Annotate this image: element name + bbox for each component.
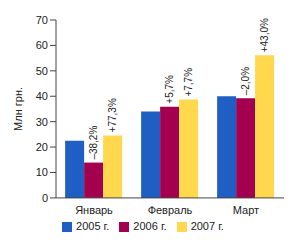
svg-text:0: 0: [42, 192, 48, 204]
svg-text:+77,3%: +77,3%: [107, 98, 118, 132]
html-text:2007 г.: 2007 г.: [190, 219, 224, 232]
html-text:2006 г.: 2006 г.: [133, 219, 167, 232]
svg-text:+43,0%: +43,0%: [259, 18, 270, 52]
svg-text:60: 60: [36, 39, 48, 51]
svg-text:70: 70: [36, 14, 48, 26]
svg-text:10: 10: [36, 166, 48, 178]
svg-text:–2,0%: –2,0%: [240, 67, 251, 95]
svg-text:Млн грн.: Млн грн.: [12, 87, 24, 131]
svg-text:Март: Март: [233, 204, 259, 216]
svg-text:40: 40: [36, 90, 48, 102]
svg-text:20: 20: [36, 141, 48, 153]
svg-text:Февраль: Февраль: [148, 204, 193, 216]
svg-text:30: 30: [36, 116, 48, 128]
svg-text:+5,7%: +5,7%: [164, 75, 175, 104]
svg-text:+7,7%: +7,7%: [183, 68, 194, 97]
svg-text:Январь: Январь: [75, 204, 113, 216]
html-text:2005 г.: 2005 г.: [76, 219, 110, 232]
svg-text:50: 50: [36, 65, 48, 77]
svg-text:–38,2%: –38,2%: [88, 126, 99, 160]
